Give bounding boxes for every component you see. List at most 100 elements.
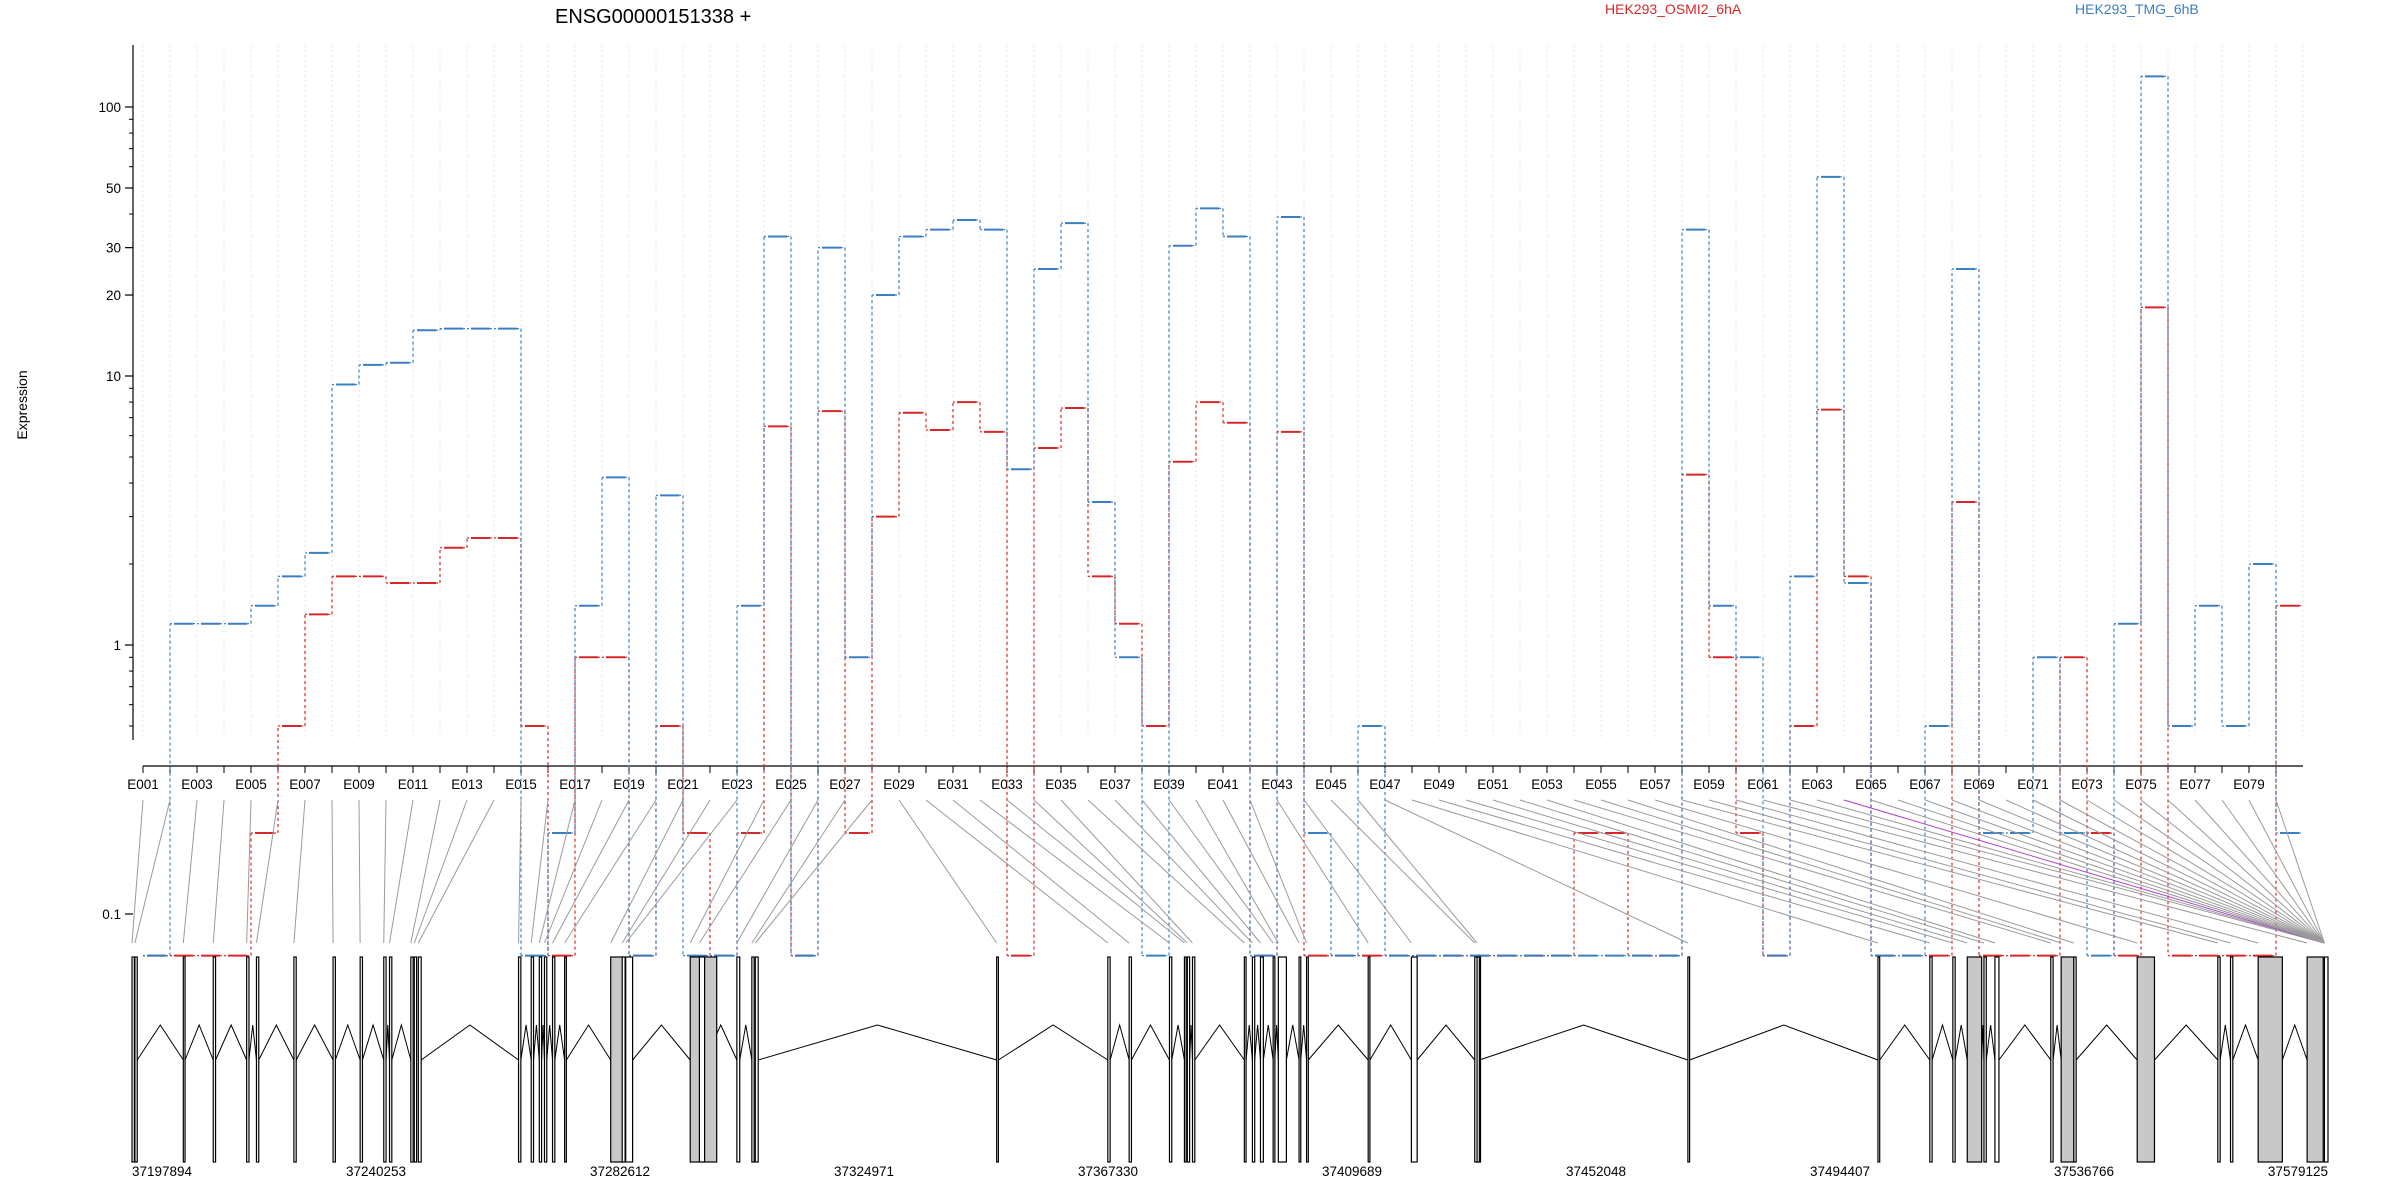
intron — [361, 1023, 385, 1061]
connector — [610, 799, 684, 944]
exon — [1983, 956, 1987, 1163]
x-tick-label: E047 — [1369, 777, 1401, 792]
connector — [417, 799, 495, 944]
connector — [751, 799, 846, 944]
connector — [736, 799, 819, 944]
connector — [1357, 799, 1478, 944]
connector — [1978, 799, 2325, 944]
exon — [1186, 956, 1191, 1163]
exon — [1410, 956, 1418, 1163]
connector — [952, 799, 1130, 944]
connector — [979, 799, 1170, 944]
connector — [625, 799, 738, 944]
connector — [2086, 799, 2325, 944]
connector — [544, 799, 603, 944]
intron — [1131, 1023, 1170, 1061]
genomic-coordinate-label: 37452048 — [1566, 1164, 1626, 1179]
intron — [215, 1023, 248, 1061]
connector — [1654, 799, 2138, 944]
x-tick-label: E023 — [721, 777, 753, 792]
connector — [1519, 799, 1985, 944]
exon — [246, 956, 250, 1163]
x-tick-label: E035 — [1045, 777, 1077, 792]
x-tick-label: E041 — [1207, 777, 1239, 792]
connector — [212, 799, 225, 944]
x-tick-label: E011 — [398, 777, 429, 792]
exon — [736, 956, 741, 1163]
genomic-coordinate-label: 37324971 — [834, 1164, 894, 1179]
intron — [546, 1024, 554, 1061]
x-tick-label: E005 — [235, 777, 267, 792]
exon — [1994, 956, 2000, 1163]
exon — [551, 956, 556, 1163]
connector — [182, 799, 198, 944]
x-tick-label: E033 — [991, 777, 1023, 792]
intron — [1171, 1024, 1185, 1061]
exon — [1966, 956, 1983, 1163]
connector — [1141, 799, 1261, 944]
connector — [1195, 799, 1279, 944]
exon — [538, 956, 543, 1163]
connector — [699, 799, 792, 944]
connector — [2113, 799, 2325, 944]
series-lines — [143, 75, 2303, 957]
connector — [1870, 799, 2325, 944]
x-tick-label: E057 — [1639, 777, 1671, 792]
y-tick-label: 50 — [106, 181, 121, 196]
x-tick-label: E015 — [505, 777, 537, 792]
intron — [632, 1024, 691, 1061]
exon — [1191, 956, 1196, 1163]
x-tick-label: E003 — [181, 777, 213, 792]
connector — [754, 799, 873, 944]
connector — [1897, 799, 2325, 944]
exon — [134, 956, 138, 1163]
intron — [295, 1023, 334, 1061]
x-tick-label: E063 — [1801, 777, 1833, 792]
connector — [2248, 799, 2325, 944]
intron — [565, 1024, 612, 1061]
y-tick-label: 10 — [106, 369, 121, 384]
connector — [1006, 799, 1185, 944]
exon — [410, 956, 414, 1163]
x-tick-label: E079 — [2233, 777, 2265, 792]
exon — [212, 956, 217, 1163]
intron — [2052, 1024, 2062, 1061]
connector — [1303, 799, 1412, 944]
intron — [1689, 1024, 1879, 1061]
exon — [1952, 956, 1956, 1163]
exon — [698, 956, 706, 1163]
grid — [142, 45, 2304, 740]
intron — [1998, 1024, 2052, 1061]
exon — [621, 956, 626, 1163]
intron — [1369, 1024, 1412, 1061]
exon — [1298, 956, 1302, 1163]
exon — [1272, 956, 1276, 1163]
exon — [2323, 956, 2329, 1163]
connector — [2140, 799, 2325, 944]
gene-model — [131, 956, 2329, 1163]
connector — [1789, 799, 2325, 944]
exon — [1128, 956, 1133, 1163]
intron — [391, 1023, 412, 1061]
x-tick-label: E009 — [343, 777, 375, 792]
y-tick-label: 0.1 — [102, 907, 121, 922]
x-tick-label: E051 — [1477, 777, 1509, 792]
connector — [530, 799, 549, 944]
exon — [2050, 956, 2054, 1163]
connector — [564, 799, 657, 944]
connector — [1114, 799, 1253, 944]
intron — [136, 1024, 184, 1061]
exon — [413, 956, 418, 1163]
intron — [1416, 1024, 1476, 1061]
genomic-coordinate-label: 37536766 — [2054, 1164, 2114, 1179]
connector — [134, 799, 171, 944]
connector — [358, 799, 361, 944]
exon — [625, 956, 634, 1163]
connector — [1330, 799, 1476, 944]
exon — [1687, 956, 1691, 1163]
exon — [2306, 956, 2324, 1163]
connector — [2032, 799, 2325, 944]
x-tick-label: E077 — [2179, 777, 2211, 792]
exon — [530, 956, 535, 1163]
